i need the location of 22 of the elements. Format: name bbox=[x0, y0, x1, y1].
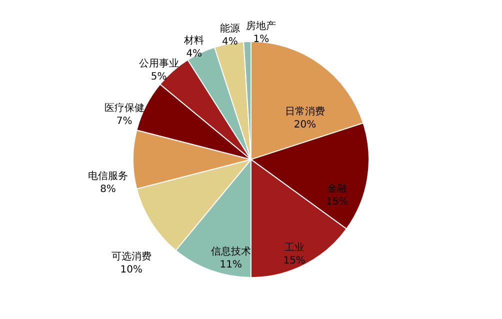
slice-label: 电信服务 bbox=[88, 170, 128, 182]
slice-label: 房地产 bbox=[246, 20, 276, 32]
slice-label: 信息技术 bbox=[210, 245, 251, 258]
data-label: 10% bbox=[120, 264, 142, 276]
data-label: 4% bbox=[186, 48, 202, 60]
slice-label: 材料 bbox=[183, 34, 204, 46]
data-label: 5% bbox=[150, 71, 167, 82]
data-label: 20% bbox=[294, 119, 316, 130]
data-label: 4% bbox=[222, 36, 238, 48]
slice-label: 能源 bbox=[220, 22, 240, 35]
slice-label: 工业 bbox=[284, 241, 304, 254]
data-label: 8% bbox=[100, 184, 116, 195]
data-label: 15% bbox=[326, 196, 348, 208]
data-label: 15% bbox=[283, 255, 306, 266]
slice-label: 日常消费 bbox=[285, 105, 326, 118]
slice-label: 医疗保健 bbox=[104, 102, 144, 114]
slice-label: 金融 bbox=[327, 182, 348, 195]
data-label: 1% bbox=[253, 34, 270, 46]
data-label: 7% bbox=[116, 116, 132, 127]
data-label: 11% bbox=[220, 259, 242, 270]
slice-label: 公用事业 bbox=[138, 57, 179, 70]
slice-label: 可选消费 bbox=[111, 250, 152, 262]
